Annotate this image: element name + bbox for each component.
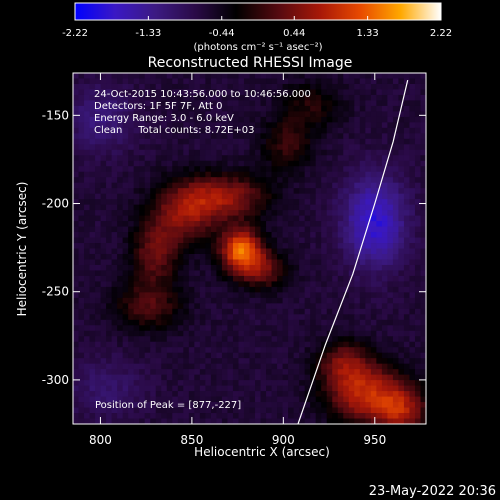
colorbar-tick-label: 0.44 [283,28,305,39]
colorbar-tick-label: 1.33 [357,28,379,39]
colorbar-tick-label: 2.22 [430,28,452,39]
y-tick-label: -150 [42,108,69,122]
x-tick-label: 900 [272,433,295,447]
y-tick-label: -300 [42,373,69,387]
generation-date: 23-May-2022 20:36 [369,484,496,499]
x-tick-label: 950 [363,433,386,447]
colorbar [74,2,442,21]
annotation-peak-position: Position of Peak = [877,-227] [95,400,241,411]
y-axis-label: Heliocentric Y (arcsec) [15,182,29,317]
annotation-detectors: Detectors: 1F 5F 7F, Att 0 [94,101,222,112]
annotation-energy-range: Energy Range: 3.0 - 6.0 keV [94,113,234,124]
chart-title: Reconstructed RHESSI Image [148,55,353,71]
x-tick-label: 800 [89,433,112,447]
solar-limb-line [297,79,409,424]
annotation-clean-counts: Clean Total counts: 8.72E+03 [94,125,254,136]
y-tick-label: -250 [42,285,69,299]
x-axis: 800 850 900 950 [89,73,386,447]
x-tick-label: 850 [180,433,203,447]
y-axis: -150 -200 -250 -300 [42,108,426,387]
colorbar-label: (photons cm⁻² s⁻¹ asec⁻²) [193,42,322,53]
x-axis-label: Heliocentric X (arcsec) [194,445,330,459]
colorbar-ticks: -2.22 -1.33 -0.44 0.44 1.33 2.22 [62,16,452,39]
colorbar-tick-label: -2.22 [62,28,88,39]
heatmap-image [73,73,426,424]
plot-frame [72,72,427,425]
annotation-time-range: 24-Oct-2015 10:43:56.000 to 10:46:56.000 [94,89,311,100]
y-tick-label: -200 [42,197,69,211]
colorbar-tick-label: -0.44 [209,28,235,39]
colorbar-tick-label: -1.33 [135,28,161,39]
